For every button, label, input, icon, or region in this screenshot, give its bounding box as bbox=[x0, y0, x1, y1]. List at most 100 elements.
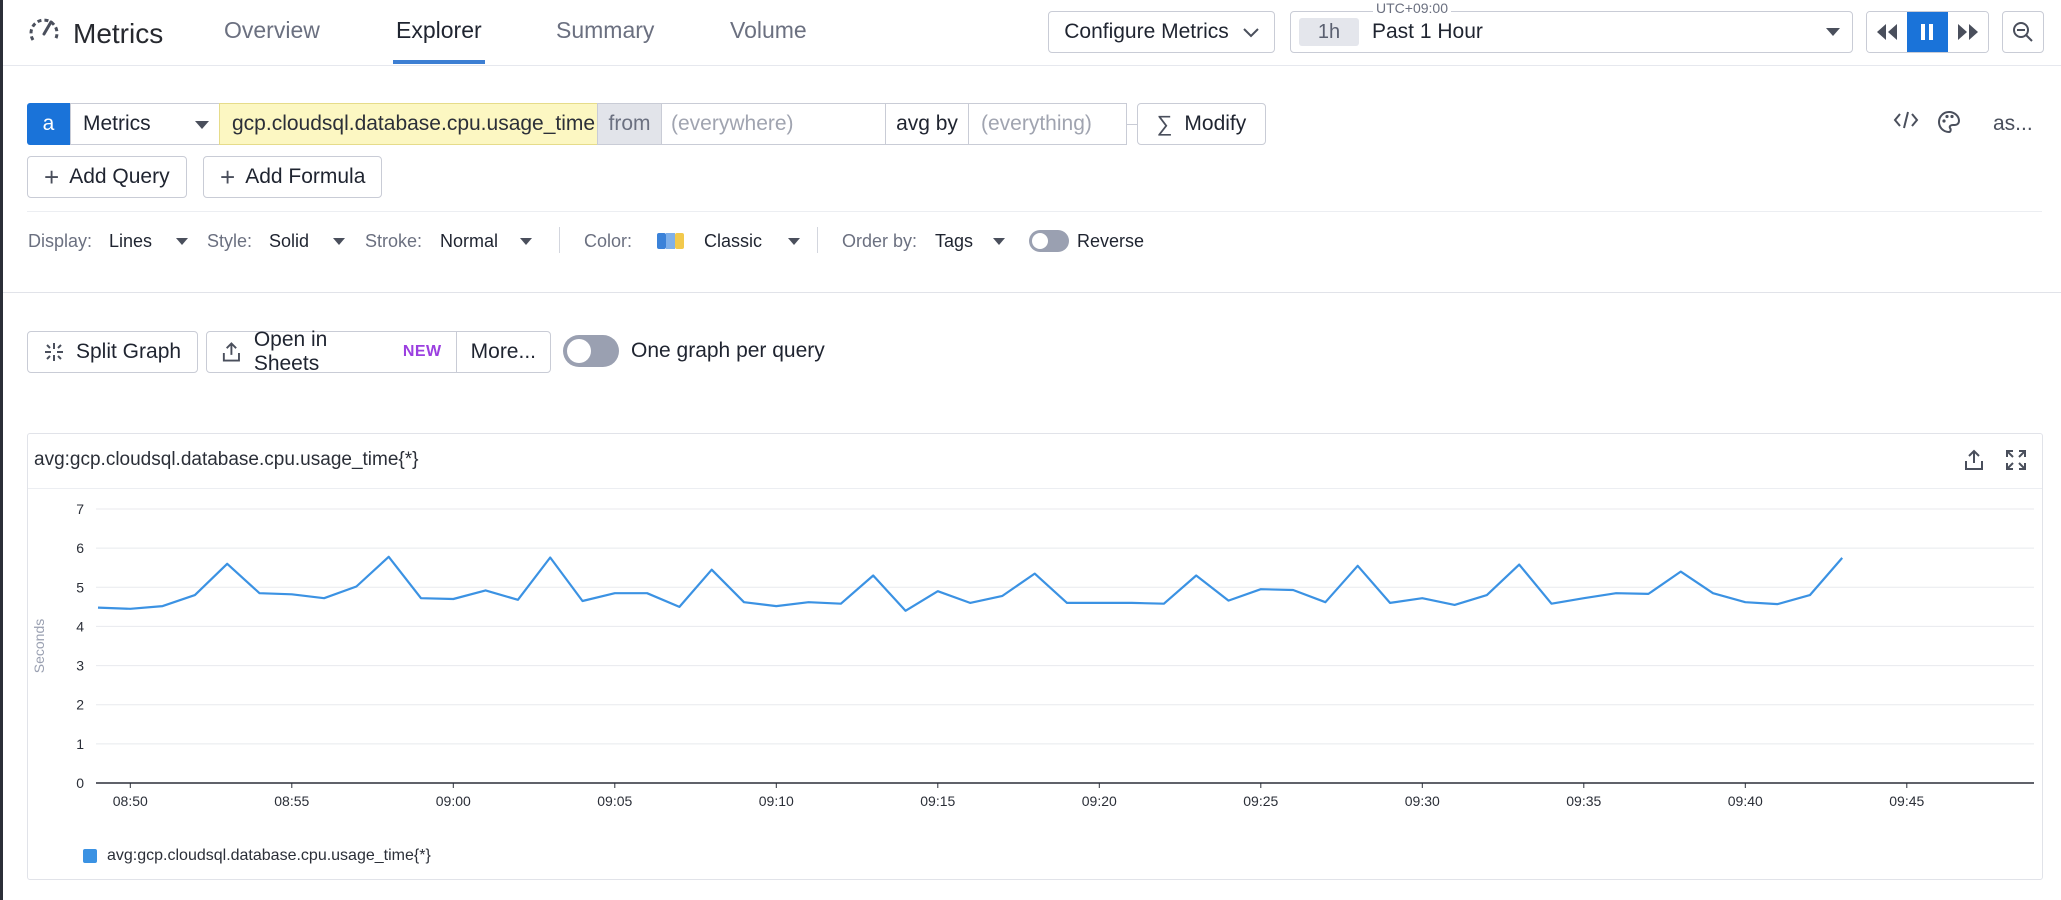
rewind-icon bbox=[1877, 24, 1898, 40]
color-value: Classic bbox=[704, 230, 763, 251]
style-label: Style: bbox=[207, 230, 253, 251]
tab-overview[interactable]: Overview bbox=[224, 17, 320, 43]
modify-button[interactable]: ∑ Modify bbox=[1137, 103, 1266, 145]
top-navigation: Metrics Overview Explorer Summary Volume bbox=[3, 0, 2061, 66]
order-by-value: Tags bbox=[935, 230, 974, 251]
reverse-toggle[interactable] bbox=[1029, 230, 1069, 252]
graph-title: avg:gcp.cloudsql.database.cpu.usage_time… bbox=[34, 449, 419, 470]
new-badge: NEW bbox=[402, 343, 442, 360]
display-label: Display: bbox=[28, 230, 93, 251]
display-select[interactable]: Lines bbox=[109, 230, 189, 252]
from-scope-input[interactable]: (everywhere) bbox=[661, 103, 886, 145]
legend-label: avg:gcp.cloudsql.database.cpu.usage_time… bbox=[107, 847, 431, 864]
series-line bbox=[97, 555, 1844, 612]
pause-icon bbox=[1921, 24, 1934, 40]
brand: Metrics bbox=[27, 14, 163, 53]
configure-metrics-label: Configure Metrics bbox=[1064, 20, 1229, 43]
y-tick-label: 4 bbox=[76, 618, 84, 634]
color-select[interactable]: Classic bbox=[656, 230, 801, 252]
x-tick-label: 08:55 bbox=[274, 793, 309, 809]
x-tick-label: 08:50 bbox=[113, 793, 148, 809]
x-tick-label: 09:35 bbox=[1566, 793, 1601, 809]
order-by-label: Order by: bbox=[842, 230, 918, 251]
time-range-label: Past 1 Hour bbox=[1372, 20, 1483, 43]
plus-icon: + bbox=[220, 162, 236, 192]
caret-down-icon bbox=[195, 121, 209, 129]
open-in-sheets-button[interactable]: Open in Sheets NEW bbox=[207, 328, 457, 375]
legend-swatch bbox=[83, 849, 97, 863]
one-graph-per-query-label: One graph per query bbox=[631, 339, 825, 362]
x-tick-label: 09:30 bbox=[1405, 793, 1440, 809]
y-tick-label: 1 bbox=[76, 736, 84, 752]
zoom-out-button[interactable] bbox=[2002, 11, 2044, 53]
caret-down-icon bbox=[993, 237, 1006, 245]
y-axis-label: Seconds bbox=[31, 619, 47, 673]
stroke-value: Normal bbox=[440, 230, 499, 251]
y-tick-label: 2 bbox=[76, 697, 84, 713]
export-icon bbox=[222, 342, 240, 362]
aggregation-select[interactable]: avg by bbox=[885, 103, 969, 145]
x-tick-label: 09:25 bbox=[1243, 793, 1278, 809]
chart-legend[interactable]: avg:gcp.cloudsql.database.cpu.usage_time… bbox=[83, 847, 431, 865]
divider bbox=[27, 211, 2042, 212]
zoom-out-icon bbox=[2013, 22, 2033, 42]
order-by-select[interactable]: Tags bbox=[935, 230, 1006, 252]
query-source-select[interactable]: Metrics bbox=[70, 103, 220, 145]
split-graph-button[interactable]: Split Graph bbox=[27, 331, 199, 373]
window-edge bbox=[0, 0, 3, 900]
connector-line bbox=[1127, 124, 1137, 125]
graph-panel: avg:gcp.cloudsql.database.cpu.usage_time… bbox=[27, 433, 2043, 880]
caret-down-icon bbox=[176, 237, 189, 245]
more-button[interactable]: More... bbox=[457, 332, 550, 372]
caret-down-icon bbox=[1826, 28, 1840, 36]
active-tab-indicator bbox=[393, 60, 485, 64]
x-tick-label: 09:45 bbox=[1889, 793, 1924, 809]
rewind-button[interactable] bbox=[1867, 12, 1908, 52]
y-tick-label: 3 bbox=[76, 658, 84, 674]
caret-down-icon bbox=[788, 237, 801, 245]
tab-volume[interactable]: Volume bbox=[730, 17, 807, 43]
metric-name-input[interactable]: gcp.cloudsql.database.cpu.usage_time bbox=[219, 103, 598, 145]
tab-summary[interactable]: Summary bbox=[556, 17, 655, 43]
add-formula-label: Add Formula bbox=[245, 165, 366, 188]
divider bbox=[817, 227, 818, 253]
style-select[interactable]: Solid bbox=[269, 230, 346, 252]
query-source-label: Metrics bbox=[83, 112, 151, 135]
pause-button[interactable] bbox=[1907, 12, 1948, 52]
open-in-sheets-label: Open in Sheets bbox=[253, 328, 328, 375]
app-title: Metrics bbox=[73, 17, 164, 49]
configure-metrics-button[interactable]: Configure Metrics bbox=[1048, 11, 1275, 53]
share-icon[interactable] bbox=[1962, 448, 1986, 477]
tab-explorer[interactable]: Explorer bbox=[396, 17, 482, 43]
playback-controls bbox=[1866, 11, 1989, 53]
query-letter-badge[interactable]: a bbox=[27, 103, 70, 145]
gauge-icon bbox=[27, 14, 61, 53]
y-tick-label: 0 bbox=[76, 775, 84, 791]
one-graph-per-query-toggle[interactable] bbox=[563, 335, 619, 367]
code-icon[interactable] bbox=[1893, 110, 1919, 130]
sheets-button-group: Open in Sheets NEW More... bbox=[206, 328, 551, 375]
expand-icon[interactable] bbox=[2004, 448, 2028, 477]
x-tick-label: 09:40 bbox=[1728, 793, 1763, 809]
group-by-input[interactable]: (everything) bbox=[968, 103, 1127, 145]
x-tick-label: 09:20 bbox=[1082, 793, 1117, 809]
caret-down-icon bbox=[520, 237, 533, 245]
alias-button[interactable]: as... bbox=[1993, 112, 2033, 135]
stroke-select[interactable]: Normal bbox=[440, 230, 533, 252]
time-range-selector[interactable]: 1h Past 1 Hour bbox=[1290, 11, 1853, 53]
chevron-down-icon bbox=[1243, 20, 1259, 44]
caret-down-icon bbox=[333, 237, 346, 245]
add-query-button[interactable]: + Add Query bbox=[27, 156, 187, 198]
display-value: Lines bbox=[109, 230, 153, 251]
more-label: More... bbox=[470, 340, 536, 363]
palette-icon[interactable] bbox=[1937, 110, 1961, 134]
fast-forward-button[interactable] bbox=[1947, 12, 1988, 52]
y-tick-label: 7 bbox=[76, 501, 84, 517]
x-tick-label: 09:10 bbox=[759, 793, 794, 809]
plus-icon: + bbox=[44, 162, 60, 192]
stroke-label: Stroke: bbox=[365, 230, 423, 251]
add-formula-button[interactable]: + Add Formula bbox=[203, 156, 383, 198]
section-divider bbox=[3, 292, 2061, 293]
palette-swatch-icon bbox=[657, 233, 684, 249]
fast-forward-icon bbox=[1957, 24, 1978, 40]
